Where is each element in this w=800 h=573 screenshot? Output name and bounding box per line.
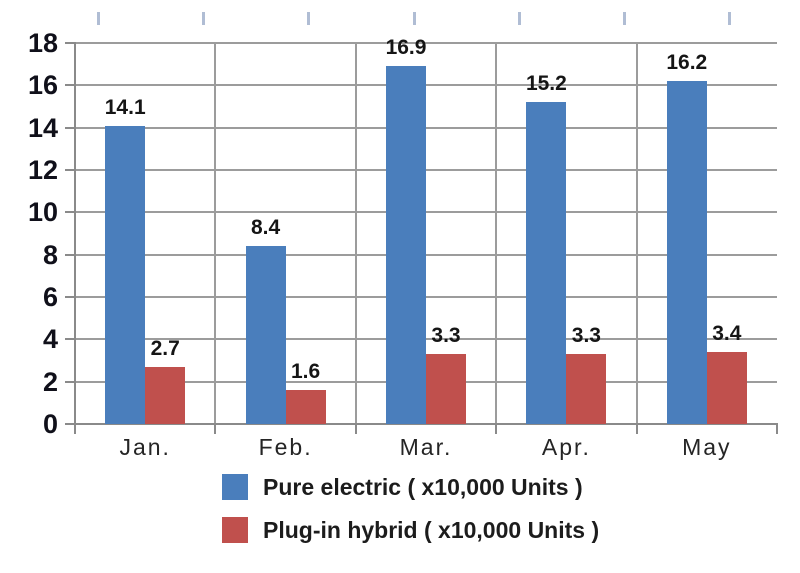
x-axis-line <box>75 423 777 425</box>
x-axis-tick-0 <box>74 423 76 434</box>
top-axis-tick <box>412 12 416 25</box>
y-axis-label-0: 0 <box>42 409 58 439</box>
h-gridline-4 <box>75 338 777 341</box>
y-axis-tick-8 <box>65 253 75 256</box>
v-gridline-1 <box>214 43 217 424</box>
y-axis-tick-16 <box>65 84 75 87</box>
y-axis-label-18: 18 <box>27 28 58 58</box>
y-axis-tick-0 <box>65 423 75 425</box>
y-axis-tick-10 <box>65 211 75 214</box>
y-axis-label-6: 6 <box>42 282 58 312</box>
y-axis-label-14: 14 <box>27 112 58 143</box>
value-label-pure-electric-jan: 14.1 <box>104 95 146 119</box>
chart-legend: Pure electric ( x10,000 Units ) Plug-in … <box>222 472 599 558</box>
y-axis-label-2: 2 <box>42 366 58 397</box>
y-axis-tick-6 <box>65 296 75 298</box>
x-axis-label-jan: Jan. <box>119 434 171 460</box>
x-axis-tick-5 <box>776 423 778 434</box>
top-axis-tick <box>202 12 206 25</box>
bar-plug-in-hybrid-jan <box>145 366 186 424</box>
y-axis-label-16: 16 <box>27 70 58 101</box>
value-label-plug-in-hybrid-may: 3.4 <box>712 322 742 346</box>
y-axis-tick-2 <box>65 380 75 383</box>
legend-item-pure-electric: Pure electric ( x10,000 Units ) <box>222 472 599 502</box>
x-axis-tick-3 <box>495 423 498 434</box>
y-axis-label-4: 4 <box>42 324 58 355</box>
bar-plug-in-hybrid-mar <box>426 354 466 424</box>
h-gridline-6 <box>75 296 777 298</box>
bar-pure-electric-may <box>666 81 707 424</box>
legend-swatch-pure-electric <box>222 474 248 500</box>
legend-label-plug-in-hybrid: Plug-in hybrid ( x10,000 Units ) <box>263 516 600 543</box>
x-axis-tick-4 <box>635 423 638 434</box>
value-label-plug-in-hybrid-jan: 2.7 <box>150 336 180 360</box>
y-axis-tick-14 <box>65 126 75 129</box>
value-label-pure-electric-apr: 15.2 <box>525 72 567 96</box>
top-axis-tick <box>728 12 732 25</box>
x-axis-label-feb: Feb. <box>258 434 313 460</box>
top-axis-tick <box>517 12 521 25</box>
value-label-pure-electric-feb: 8.4 <box>250 216 281 240</box>
value-label-pure-electric-may: 16.2 <box>666 51 708 75</box>
value-label-plug-in-hybrid-apr: 3.3 <box>571 324 601 348</box>
x-axis-label-mar: Mar. <box>399 434 453 460</box>
top-axis-tick <box>623 12 626 25</box>
bar-plug-in-hybrid-feb <box>285 390 326 424</box>
y-axis-tick-4 <box>65 338 75 341</box>
h-gridline-8 <box>75 253 777 256</box>
value-label-plug-in-hybrid-mar: 3.3 <box>431 324 461 348</box>
v-gridline-2 <box>354 43 357 424</box>
y-axis-label-8: 8 <box>42 239 58 270</box>
h-gridline-12 <box>75 169 777 171</box>
bar-pure-electric-jan <box>105 125 146 424</box>
legend-swatch-plug-in-hybrid <box>222 517 248 543</box>
y-axis-line <box>74 42 76 426</box>
bar-pure-electric-apr <box>526 102 567 424</box>
y-axis-label-10: 10 <box>27 197 58 228</box>
y-axis-tick-12 <box>65 169 75 171</box>
h-gridline-16 <box>75 84 777 87</box>
v-gridline-4 <box>635 43 638 424</box>
y-axis-tick-18 <box>65 42 75 44</box>
top-axis-tick <box>307 12 311 25</box>
bar-plug-in-hybrid-apr <box>566 354 607 424</box>
legend-item-plug-in-hybrid: Plug-in hybrid ( x10,000 Units ) <box>222 515 599 545</box>
top-axis-tick <box>97 12 100 25</box>
v-gridline-3 <box>495 43 498 424</box>
x-axis-label-may: May <box>682 434 732 460</box>
bar-pure-electric-feb <box>245 246 286 424</box>
h-gridline-10 <box>75 211 777 214</box>
y-axis-label-12: 12 <box>27 155 58 185</box>
x-axis-label-apr: Apr. <box>541 434 591 460</box>
x-axis-tick-1 <box>214 423 217 434</box>
value-label-plug-in-hybrid-feb: 1.6 <box>290 360 321 384</box>
bar-plug-in-hybrid-may <box>706 352 747 424</box>
h-gridline-18 <box>75 42 777 44</box>
bar-pure-electric-mar <box>386 66 426 424</box>
value-label-pure-electric-mar: 16.9 <box>385 36 427 60</box>
h-gridline-14 <box>75 126 777 129</box>
legend-label-pure-electric: Pure electric ( x10,000 Units ) <box>263 473 583 500</box>
x-axis-tick-2 <box>354 423 357 434</box>
